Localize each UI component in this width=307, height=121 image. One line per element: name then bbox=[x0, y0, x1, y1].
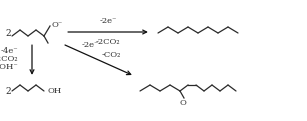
Text: -4e⁻: -4e⁻ bbox=[0, 47, 18, 55]
Text: O⁻: O⁻ bbox=[51, 21, 62, 29]
Text: OH: OH bbox=[47, 87, 61, 95]
Text: -2e⁻: -2e⁻ bbox=[82, 41, 99, 49]
Text: 2: 2 bbox=[5, 87, 11, 95]
Text: -2CO₂: -2CO₂ bbox=[0, 55, 18, 63]
Text: 2: 2 bbox=[5, 29, 11, 38]
Text: +2OH⁻: +2OH⁻ bbox=[0, 63, 18, 71]
Text: O: O bbox=[180, 99, 186, 107]
Text: -CO₂: -CO₂ bbox=[102, 51, 121, 59]
Text: -2e⁻: -2e⁻ bbox=[99, 17, 117, 25]
Text: -2CO₂: -2CO₂ bbox=[96, 38, 120, 46]
